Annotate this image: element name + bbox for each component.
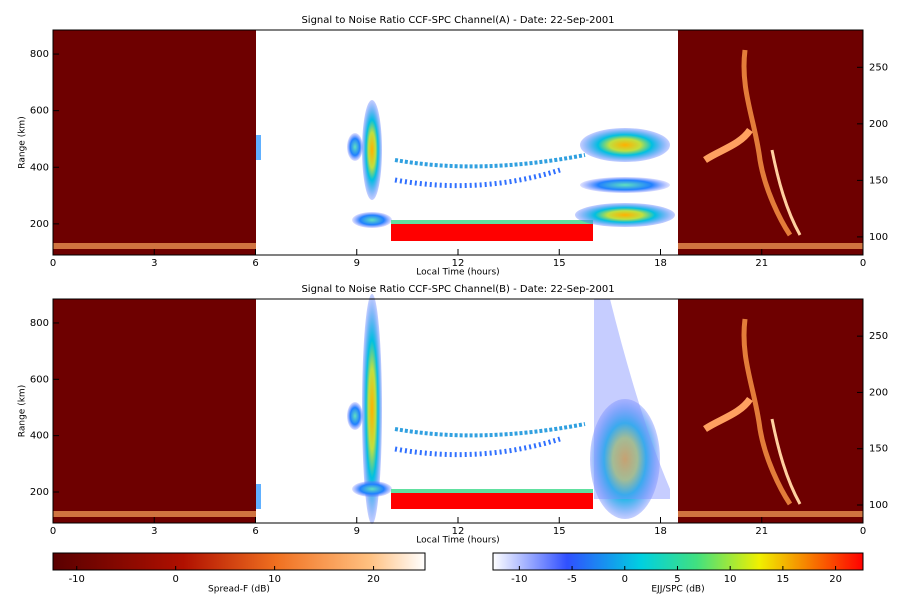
- layer: [394, 167, 561, 189]
- colorbar-tick-label: 0: [622, 574, 628, 585]
- x-axis-label: Local Time (hours): [416, 536, 499, 546]
- layer: [394, 153, 586, 169]
- y-tick-label: 200: [30, 219, 49, 230]
- blob: [347, 402, 363, 430]
- blob: [580, 177, 670, 193]
- colorbar-tick-label: -10: [69, 574, 85, 585]
- x-tick-label: 3: [151, 258, 157, 269]
- blob: [256, 484, 261, 509]
- colorbar-tick-label: -5: [567, 574, 577, 585]
- y-tick-label: 800: [30, 49, 49, 60]
- y2-tick-label: 200: [869, 387, 888, 398]
- y2-tick-label: 250: [869, 331, 888, 342]
- y2-tick-label: 100: [869, 232, 888, 243]
- colorbar-tick-label: 20: [367, 574, 380, 585]
- streak: [703, 127, 753, 163]
- streak: [53, 511, 256, 517]
- streak: [741, 49, 793, 237]
- y-axis-label: Range (km): [18, 385, 28, 437]
- colorbar-tick-label: 20: [829, 574, 842, 585]
- x-tick-label: 21: [755, 526, 768, 537]
- x-tick-label: 21: [755, 258, 768, 269]
- blob: [580, 128, 670, 162]
- y-tick-label: 400: [30, 162, 49, 173]
- chart-title: Signal to Noise Ratio CCF-SPC Channel(A)…: [301, 15, 614, 26]
- x-tick-label: 18: [654, 526, 667, 537]
- background-dark: [678, 299, 863, 523]
- background-dark: [53, 30, 256, 255]
- streak: [770, 149, 802, 236]
- blob: [347, 133, 363, 161]
- layer: [394, 436, 561, 458]
- y-axis-label: Range (km): [18, 116, 28, 168]
- colorbar-tick-label: 5: [674, 574, 680, 585]
- y2-tick-label: 150: [869, 444, 888, 455]
- y2-tick-label: 100: [869, 500, 888, 511]
- blob: [256, 135, 261, 160]
- layer: [391, 489, 593, 495]
- streak: [53, 243, 256, 249]
- y2-tick-label: 150: [869, 175, 888, 186]
- x-tick-label: 0: [50, 526, 56, 537]
- y2-tick-label: 250: [869, 62, 888, 73]
- colorbar-tick-label: 0: [172, 574, 178, 585]
- x-tick-label: 6: [252, 258, 258, 269]
- x-tick-label: 0: [860, 258, 866, 269]
- blob: [594, 299, 670, 499]
- x-tick-label: 6: [252, 526, 258, 537]
- colorbar-tick-label: 15: [777, 574, 790, 585]
- colorbar-tick-label: 10: [268, 574, 281, 585]
- y-tick-label: 400: [30, 431, 49, 442]
- layer: [394, 422, 586, 438]
- x-tick-label: 3: [151, 526, 157, 537]
- x-tick-label: 18: [654, 258, 667, 269]
- colorbar-label: Spread-F (dB): [208, 585, 270, 595]
- streak: [678, 511, 863, 517]
- background-dark: [53, 299, 256, 523]
- streak: [678, 243, 863, 249]
- y2-tick-label: 200: [869, 119, 888, 130]
- chart-title: Signal to Noise Ratio CCF-SPC Channel(B)…: [301, 284, 614, 295]
- colorbar-tick-label: -10: [511, 574, 527, 585]
- y-tick-label: 200: [30, 487, 49, 498]
- x-tick-label: 12: [452, 258, 465, 269]
- y-tick-label: 800: [30, 318, 49, 329]
- colorbar: [492, 552, 864, 571]
- blob: [352, 212, 392, 228]
- colorbar-tick-label: 10: [724, 574, 737, 585]
- blob: [590, 399, 660, 519]
- x-tick-label: 9: [354, 258, 360, 269]
- block: [391, 493, 593, 509]
- x-tick-label: 12: [452, 526, 465, 537]
- x-tick-label: 0: [860, 526, 866, 537]
- blob: [352, 481, 392, 497]
- x-tick-label: 9: [354, 526, 360, 537]
- colorbar: [52, 552, 426, 571]
- streak: [770, 418, 802, 505]
- background-dark: [678, 30, 863, 255]
- blob: [362, 100, 382, 200]
- colorbar-label: EJJ/SPC (dB): [651, 585, 704, 595]
- panel: Signal to Noise Ratio CCF-SPC Channel(A)…: [18, 15, 889, 278]
- streak: [703, 396, 753, 432]
- blob: [575, 203, 675, 227]
- panel: Signal to Noise Ratio CCF-SPC Channel(B)…: [18, 284, 889, 546]
- streak: [741, 318, 793, 506]
- y-tick-label: 600: [30, 106, 49, 117]
- x-tick-label: 15: [553, 526, 566, 537]
- y-tick-label: 600: [30, 374, 49, 385]
- x-tick-label: 15: [553, 258, 566, 269]
- blob: [362, 294, 382, 524]
- x-axis-label: Local Time (hours): [416, 268, 499, 278]
- x-tick-label: 0: [50, 258, 56, 269]
- layer: [391, 220, 593, 226]
- block: [391, 224, 593, 241]
